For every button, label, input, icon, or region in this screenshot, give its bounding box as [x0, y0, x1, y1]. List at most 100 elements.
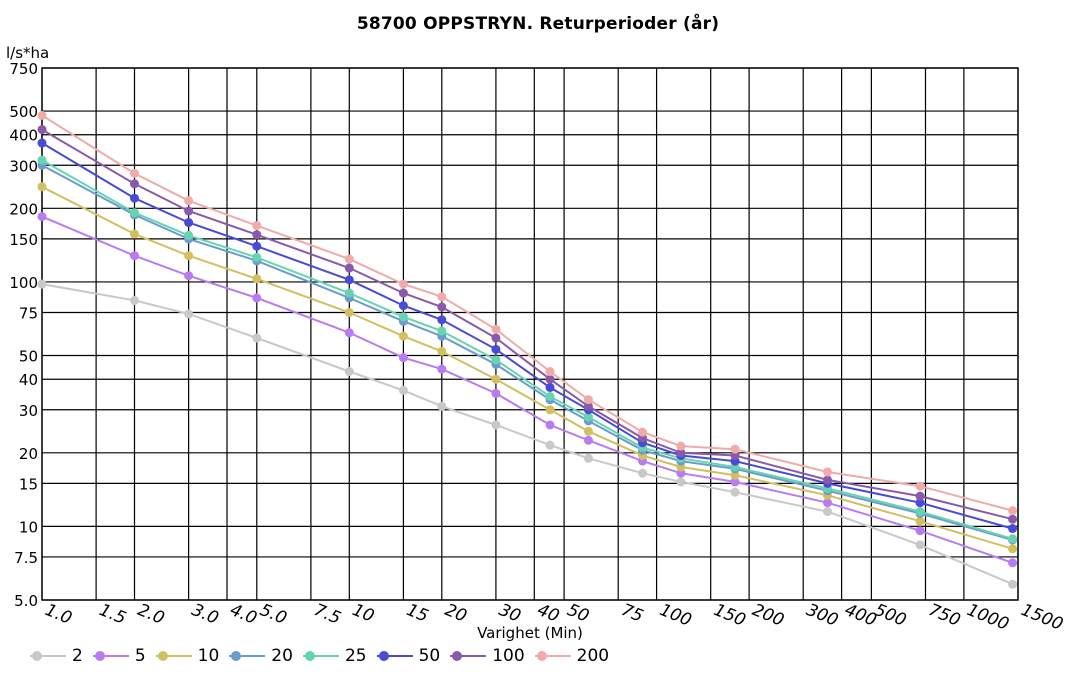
data-point-2 [638, 468, 648, 478]
data-point-25 [437, 326, 447, 336]
legend-swatch [450, 649, 487, 663]
y-tick-label: 7.5 [14, 549, 38, 567]
x-tick-label: 1000 [964, 600, 1012, 635]
data-point-100 [37, 125, 47, 135]
data-point-10 [344, 307, 354, 317]
data-point-2 [252, 333, 262, 343]
legend-item-10: 10 [155, 646, 220, 666]
legend-swatch [155, 649, 192, 663]
y-tick-label: 500 [9, 103, 38, 121]
data-point-100 [823, 475, 833, 485]
data-point-100 [252, 230, 262, 240]
data-point-2 [1008, 579, 1018, 589]
legend-label: 10 [197, 646, 220, 666]
data-point-2 [676, 477, 686, 487]
x-tick-label: 40 [534, 600, 562, 627]
data-point-10 [437, 346, 447, 356]
data-point-5 [437, 364, 447, 374]
data-point-50 [344, 275, 354, 285]
data-point-50 [915, 498, 925, 508]
series-line-20 [41, 164, 1013, 541]
data-point-2 [398, 385, 408, 395]
series-line-50 [41, 142, 1013, 530]
data-point-5 [730, 477, 740, 487]
y-tick-label: 400 [9, 127, 38, 145]
x-tick-label: 20 [442, 600, 470, 627]
data-point-10 [252, 274, 262, 284]
data-point-2 [437, 401, 447, 411]
data-point-200 [638, 427, 648, 437]
x-tick-label: 75 [618, 600, 646, 627]
series-line-5 [41, 215, 1013, 564]
data-point-5 [823, 498, 833, 508]
data-point-100 [676, 448, 686, 458]
data-point-5 [344, 328, 354, 338]
data-point-25 [491, 355, 501, 365]
x-tick-label: 4.0 [227, 600, 260, 629]
data-point-50 [184, 218, 194, 228]
data-point-2 [730, 487, 740, 497]
legend-swatch [302, 649, 339, 663]
y-tick-label: 200 [9, 200, 38, 218]
legend-item-2: 2 [30, 646, 83, 666]
legend-item-100: 100 [450, 646, 525, 666]
data-point-200 [437, 292, 447, 302]
y-tick-label: 50 [19, 348, 38, 366]
data-point-200 [491, 324, 501, 334]
x-tick-label: 3.0 [189, 600, 222, 629]
data-point-100 [398, 288, 408, 298]
data-point-25 [583, 412, 593, 422]
data-point-10 [491, 374, 501, 384]
data-point-100 [344, 263, 354, 273]
data-point-200 [730, 444, 740, 454]
data-point-2 [491, 420, 501, 430]
data-point-10 [1008, 544, 1018, 554]
x-tick-label: 5.0 [257, 600, 290, 629]
data-point-200 [915, 481, 925, 491]
data-point-2 [344, 367, 354, 377]
x-tick-label: 1.5 [96, 600, 129, 629]
data-point-10 [398, 331, 408, 341]
x-tick-label: 100 [657, 600, 695, 631]
y-tick-label: 5.0 [14, 592, 38, 610]
data-point-10 [583, 426, 593, 436]
data-point-25 [184, 230, 194, 240]
data-point-200 [252, 221, 262, 231]
y-tick-label: 20 [19, 445, 38, 463]
data-point-100 [583, 401, 593, 411]
data-point-50 [491, 344, 501, 354]
data-point-100 [491, 333, 501, 343]
data-point-100 [184, 206, 194, 216]
data-point-25 [344, 288, 354, 298]
data-point-2 [37, 279, 47, 289]
data-point-5 [915, 526, 925, 536]
x-tick-label: 50 [564, 600, 592, 627]
data-point-5 [252, 293, 262, 303]
data-point-5 [545, 420, 555, 430]
data-point-25 [252, 252, 262, 262]
legend-label: 2 [72, 646, 83, 666]
y-tick-label: 150 [9, 231, 38, 249]
chart-title: 58700 OPPSTRYN. Returperioder (år) [356, 14, 720, 34]
data-point-200 [1008, 506, 1018, 516]
x-tick-label: 1.0 [42, 600, 75, 629]
legend-label: 100 [492, 646, 525, 666]
data-point-5 [184, 271, 194, 281]
x-tick-label: 1500 [1018, 600, 1066, 635]
series-line-200 [41, 114, 1013, 512]
data-point-2 [915, 540, 925, 550]
data-point-200 [398, 279, 408, 289]
x-tick-label: 15 [404, 600, 432, 627]
data-point-100 [915, 491, 925, 501]
data-point-25 [915, 507, 925, 517]
data-point-50 [37, 138, 47, 148]
y-tick-label: 15 [19, 475, 38, 493]
data-point-2 [823, 507, 833, 517]
data-point-50 [1008, 524, 1018, 534]
data-point-5 [398, 353, 408, 363]
x-tick-label: 200 [749, 600, 787, 631]
y-tick-label: 10 [19, 518, 38, 536]
data-point-10 [37, 182, 47, 192]
legend-swatch [376, 649, 413, 663]
data-point-100 [437, 302, 447, 312]
